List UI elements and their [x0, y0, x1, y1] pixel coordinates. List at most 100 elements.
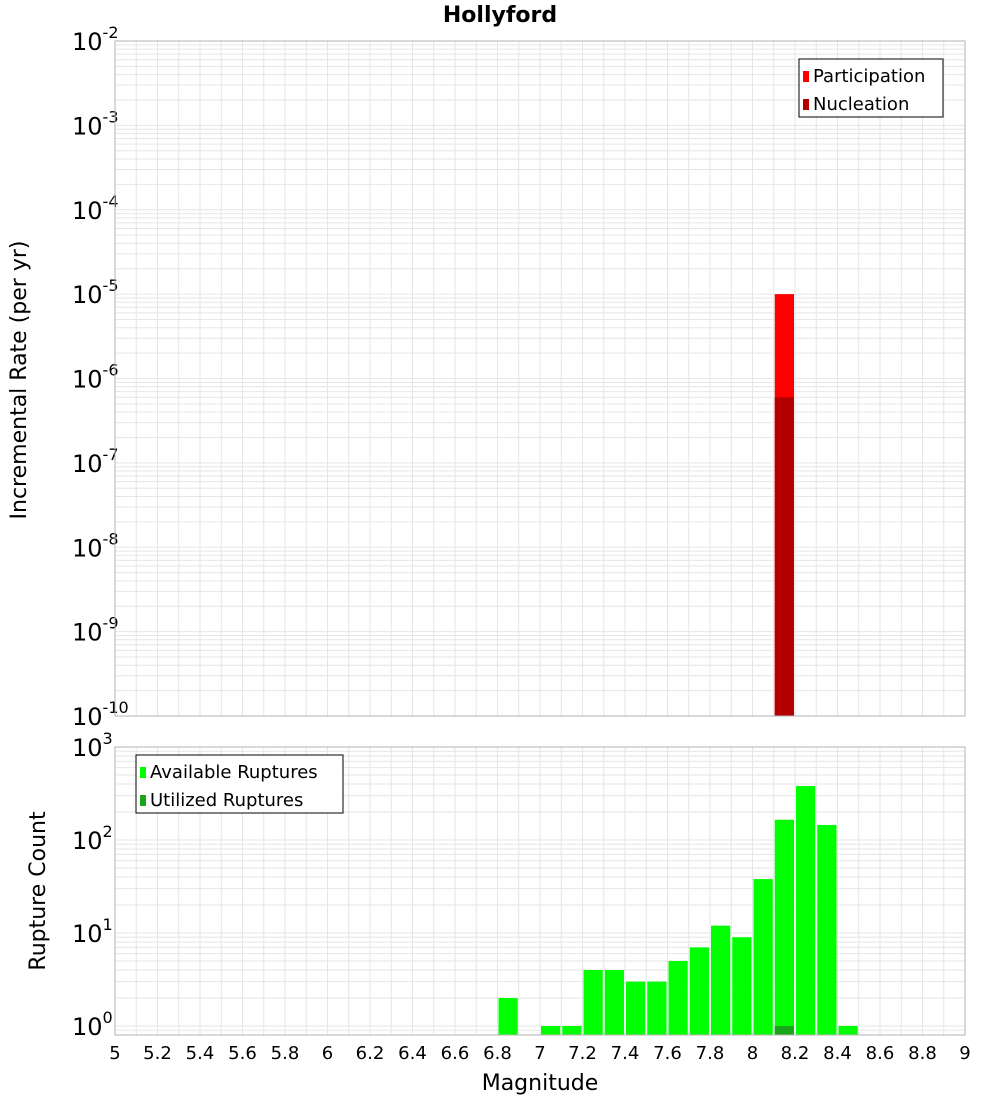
y-tick-exponent: 0	[103, 1008, 113, 1027]
top-legend: Participation Nucleation	[798, 58, 944, 118]
y-tick-label: 100	[72, 1008, 113, 1041]
legend-label: Utilized Ruptures	[150, 790, 303, 811]
bottom-legend: Available Ruptures Utilized Ruptures	[135, 754, 344, 814]
y-tick-label: 10-6	[72, 361, 119, 394]
bottom-plot-frame	[114, 746, 966, 1036]
y-tick-base: 10	[72, 28, 103, 56]
x-tick-label: 7.4	[611, 1043, 640, 1064]
y-tick-exponent: -8	[103, 529, 119, 548]
x-tick-label: 7	[534, 1043, 545, 1064]
top-plot-grid	[114, 40, 966, 717]
x-tick-label: 5	[109, 1043, 120, 1064]
y-tick-label: 10-9	[72, 614, 119, 647]
top-plot-frame	[114, 40, 966, 717]
x-tick-label: 5.6	[228, 1043, 257, 1064]
y-tick-label: 102	[72, 822, 113, 855]
plot-frames	[114, 40, 966, 1036]
y-tick-label: 10-5	[72, 276, 119, 309]
available-ruptures-bar	[753, 879, 773, 1035]
x-tick-label: 6	[322, 1043, 333, 1064]
x-tick-label: 7.8	[696, 1043, 725, 1064]
y-tick-base: 10	[72, 450, 103, 478]
available-ruptures-bar	[838, 1025, 858, 1035]
y-tick-exponent: 1	[103, 915, 113, 934]
y-tick-base: 10	[72, 920, 103, 948]
legend-swatch	[803, 99, 809, 110]
y-tick-base: 10	[72, 534, 103, 562]
y-tick-label: 10-2	[72, 23, 119, 56]
y-tick-base: 10	[72, 1013, 103, 1041]
legend-label: Available Ruptures	[150, 762, 318, 783]
available-ruptures-bar	[774, 819, 794, 1035]
nucleation-bar	[774, 397, 794, 716]
top-y-axis-label: Incremental Rate (per yr)	[7, 241, 32, 520]
available-ruptures-bar	[562, 1025, 582, 1035]
legends: Participation Nucleation Available Rupture…	[135, 58, 944, 814]
y-tick-label: 10-8	[72, 529, 119, 562]
top-plot-bars	[774, 294, 794, 716]
x-tick-label: 6.4	[398, 1043, 427, 1064]
x-ticks: 5 5.2 5.4 5.6 5.8 6 6.2 6.4 6.6 6.8 7 7.2 7.4 7.6 7.8 8…	[109, 1043, 970, 1064]
available-ruptures-bar	[689, 947, 709, 1035]
y-tick-base: 10	[72, 281, 103, 309]
legend-label: Nucleation	[813, 94, 909, 115]
available-ruptures-bar	[583, 969, 603, 1035]
y-tick-exponent: -10	[103, 698, 129, 717]
x-tick-label: 8.8	[908, 1043, 937, 1064]
legend-box	[135, 754, 344, 814]
x-tick-label: 5.4	[186, 1043, 215, 1064]
x-tick-label: 9	[959, 1043, 970, 1064]
available-ruptures-bar	[732, 937, 752, 1035]
x-tick-label: 6.6	[441, 1043, 470, 1064]
y-tick-label: 10-4	[72, 192, 119, 225]
y-tick-label: 103	[72, 729, 113, 762]
x-tick-label: 6.2	[356, 1043, 385, 1064]
y-tick-exponent: -6	[103, 361, 119, 380]
x-tick-label: 5.8	[271, 1043, 300, 1064]
y-tick-base: 10	[72, 619, 103, 647]
y-tick-exponent: -2	[103, 23, 119, 42]
legend-box	[798, 58, 944, 118]
bottom-plot-bars	[498, 786, 858, 1035]
y-tick-base: 10	[72, 734, 103, 762]
x-tick-label: 8	[747, 1043, 758, 1064]
x-tick-label: 7.2	[568, 1043, 597, 1064]
y-tick-label: 10-10	[72, 698, 129, 731]
legend-swatch	[140, 795, 146, 806]
x-tick-label: 8.4	[823, 1043, 852, 1064]
y-tick-base: 10	[72, 197, 103, 225]
y-tick-base: 10	[72, 703, 103, 731]
y-tick-exponent: -9	[103, 614, 119, 633]
available-ruptures-bar	[711, 925, 731, 1035]
available-ruptures-bar	[668, 960, 688, 1035]
y-tick-exponent: 2	[103, 822, 113, 841]
y-tick-exponent: 3	[103, 729, 113, 748]
chart-title: Hollyford	[443, 3, 557, 28]
y-tick-base: 10	[72, 112, 103, 140]
x-tick-label: 8.2	[781, 1043, 810, 1064]
available-ruptures-bar	[498, 997, 518, 1035]
y-tick-label: 101	[72, 915, 113, 948]
y-tick-exponent: -3	[103, 107, 119, 126]
y-tick-exponent: -5	[103, 276, 119, 295]
available-ruptures-bar	[626, 981, 646, 1035]
available-ruptures-bar	[796, 786, 816, 1035]
y-tick-base: 10	[72, 827, 103, 855]
y-tick-exponent: -4	[103, 192, 119, 211]
x-tick-label: 7.6	[653, 1043, 682, 1064]
bottom-y-axis-label: Rupture Count	[26, 811, 51, 971]
utilized-ruptures-bar	[774, 1025, 794, 1035]
y-tick-label: 10-3	[72, 107, 119, 140]
y-tick-label: 10-7	[72, 445, 119, 478]
legend-label: Participation	[813, 66, 925, 87]
available-ruptures-bar	[647, 981, 667, 1035]
x-tick-label: 5.2	[143, 1043, 172, 1064]
legend-swatch	[803, 71, 809, 82]
y-tick-base: 10	[72, 366, 103, 394]
legend-swatch	[140, 767, 146, 778]
available-ruptures-bar	[604, 969, 624, 1035]
x-tick-label: 8.6	[866, 1043, 895, 1064]
